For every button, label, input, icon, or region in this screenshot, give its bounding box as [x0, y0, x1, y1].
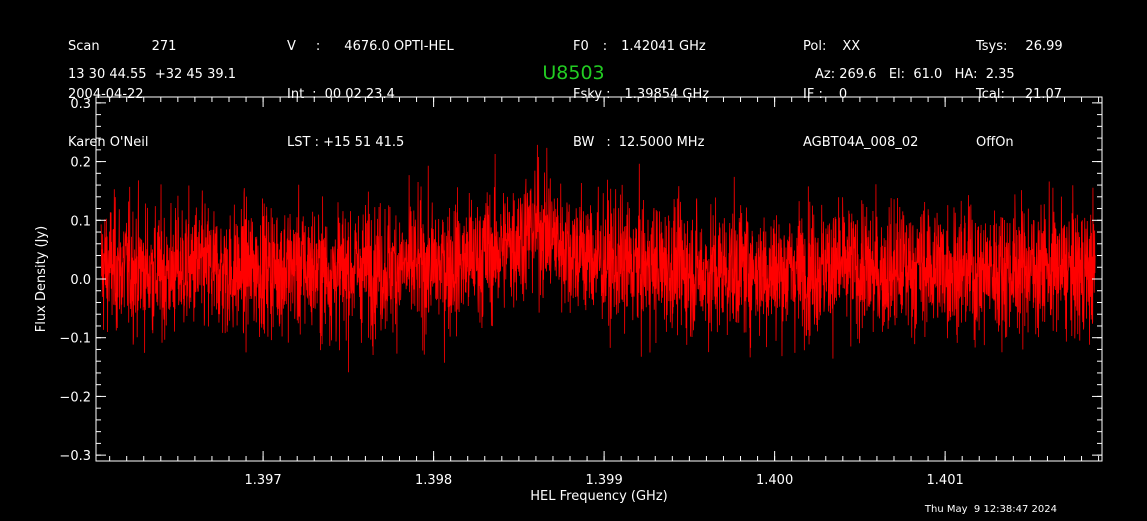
tsys-label: Tsys:: [976, 39, 1008, 54]
x-tick-label: 1.400: [756, 473, 793, 488]
tsys-value: 26.99: [1025, 39, 1063, 54]
source-coordinates: 13 30 44.55 +32 45 39.1: [68, 67, 237, 82]
scan-label: Scan: [68, 39, 100, 54]
y-tick-label: −0.3: [59, 449, 91, 464]
obs-mode: OffOn: [976, 135, 1014, 150]
x-tick-label: 1.397: [244, 473, 281, 488]
scan-value: 271: [151, 39, 177, 54]
f0-label: F0: [573, 39, 589, 54]
y-tick-label: −0.2: [59, 390, 91, 405]
if-value: 0: [838, 87, 848, 102]
x-tick-label: 1.398: [415, 473, 452, 488]
header-col3: F0:1.42041 GHz Fsky :1.39854 GHz BW:12.5…: [573, 39, 710, 150]
spectrum-trace-layer: [100, 144, 1096, 373]
x-axis-title: HEL Frequency (GHz): [530, 489, 667, 504]
lst-value: +15 51 41.5: [323, 135, 405, 150]
y-tick-label: 0.0: [70, 273, 91, 288]
y-tick-label: −0.1: [59, 332, 91, 347]
tcal-value: 21.07: [1024, 87, 1063, 102]
header-col5: Tsys: 26.99 Tcal: 21.07 OffOn: [976, 7, 1063, 167]
tcal-label: Tcal:: [976, 87, 1005, 102]
velocity-label: V: [287, 39, 296, 54]
y-tick-label: 0.2: [70, 156, 91, 171]
if-label: IF :: [803, 87, 823, 102]
y-axis-title: Flux Density (Jy): [34, 226, 49, 332]
pol-value: XX: [842, 39, 861, 54]
pointing-info: Az: 269.6 El: 61.0 HA: 2.35: [815, 67, 1015, 82]
y-tick-label: 0.1: [70, 214, 91, 229]
header-col2: V:4676.0 OPTI-HEL Int:00 02 23.4 LST : +…: [287, 39, 454, 150]
int-value: 00 02 23.4: [324, 87, 395, 102]
header-col4: Pol: XX IF : 0 AGBT04A_008_02: [803, 7, 918, 167]
f0-value: 1.42041 GHz: [621, 39, 706, 54]
lst-label: LST: [287, 135, 311, 150]
x-tick-label: 1.399: [586, 473, 623, 488]
y-tick-label: 0.3: [70, 97, 91, 112]
source-name: U8503: [542, 62, 605, 84]
fsky-label: Fsky: [573, 87, 603, 102]
int-label: Int: [287, 87, 305, 102]
bw-label: BW: [573, 135, 595, 150]
render-timestamp: Thu May 9 12:38:47 2024: [924, 504, 1057, 515]
x-tick-label: 1.401: [927, 473, 964, 488]
bw-value: 12.5000 MHz: [618, 135, 705, 150]
project-id: AGBT04A_008_02: [803, 135, 919, 150]
obs-date: 2004-04-22: [68, 87, 144, 102]
spectrum-series-line: [100, 144, 1096, 373]
velocity-value: 4676.0 OPTI-HEL: [344, 39, 454, 54]
axis-ticks: 1.397 1.398 1.399 1.400 1.401 0.3 0.2 0.1 0.0 −0.…: [59, 97, 1102, 488]
pol-label: Pol:: [803, 39, 827, 54]
